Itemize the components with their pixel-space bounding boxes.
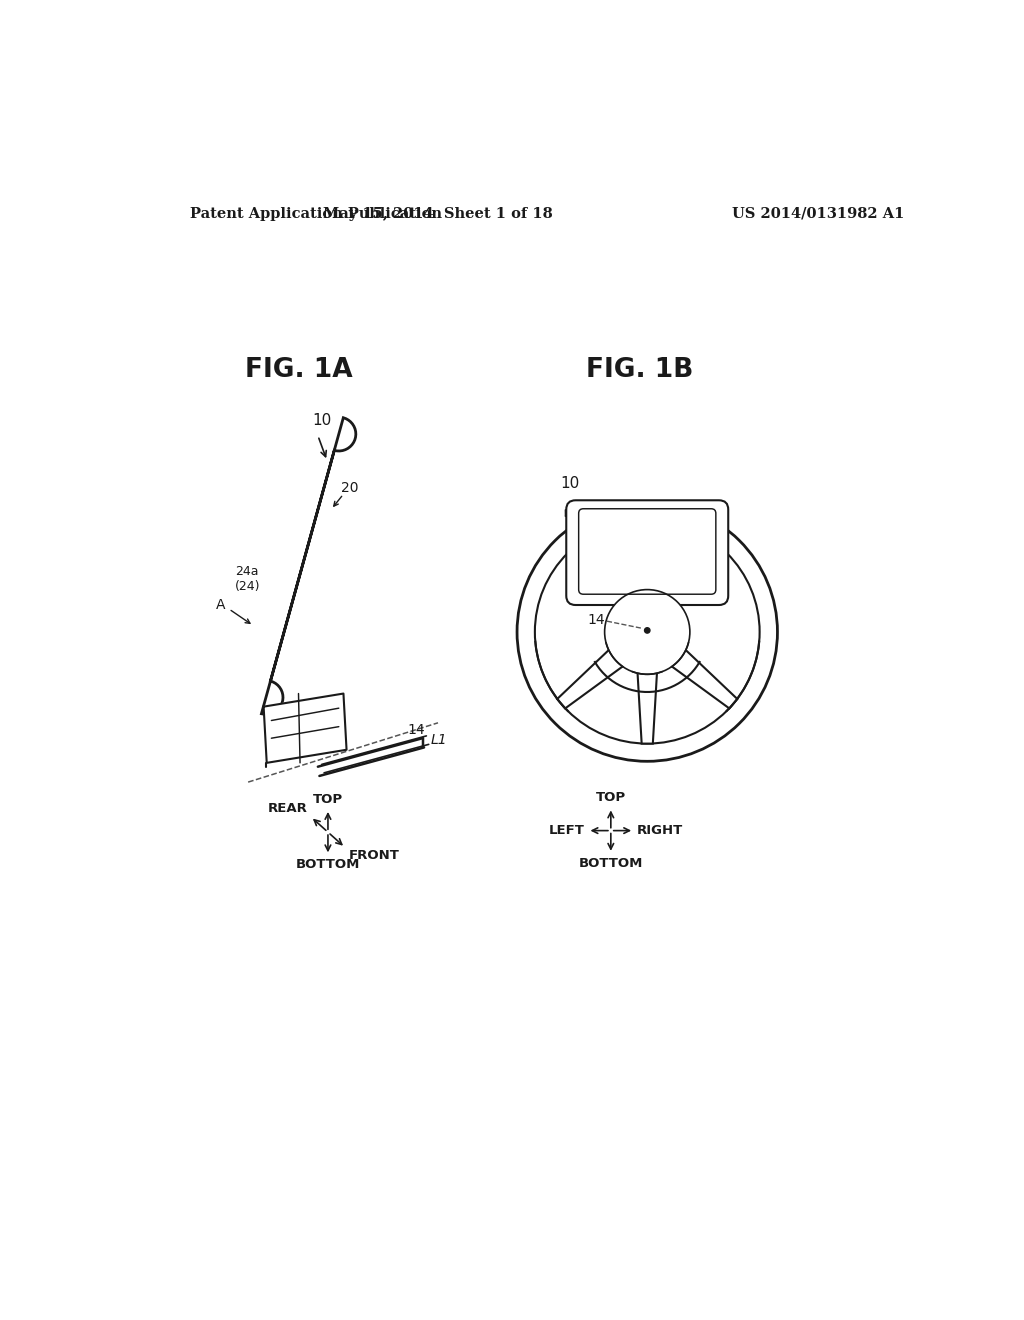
Text: US 2014/0131982 A1: US 2014/0131982 A1 [732,207,905,220]
Polygon shape [638,672,657,743]
Text: TOP: TOP [596,792,626,804]
Text: 24a: 24a [586,535,608,548]
Text: RIGHT: RIGHT [637,824,683,837]
Text: 24a: 24a [234,565,258,578]
Ellipse shape [604,590,690,675]
Text: 14: 14 [587,614,604,627]
Text: 10: 10 [312,413,332,428]
Polygon shape [671,649,737,709]
Polygon shape [263,693,346,763]
Text: FRONT: FRONT [348,849,399,862]
Text: 14: 14 [407,723,425,737]
Text: 20: 20 [341,480,358,495]
Polygon shape [557,649,624,709]
Ellipse shape [517,503,777,762]
Polygon shape [261,417,356,714]
Text: L1: L1 [430,733,446,747]
Text: FIG. 1A: FIG. 1A [245,358,352,383]
Ellipse shape [535,520,760,743]
FancyBboxPatch shape [566,500,728,605]
Text: 20: 20 [682,541,699,556]
Text: (24): (24) [234,579,260,593]
Text: (24): (24) [586,550,610,564]
Text: LEFT: LEFT [549,824,585,837]
Text: TOP: TOP [313,793,343,807]
Text: 10: 10 [560,477,580,491]
Text: A: A [216,598,225,612]
Text: May 15, 2014  Sheet 1 of 18: May 15, 2014 Sheet 1 of 18 [324,207,553,220]
Text: FIG. 1B: FIG. 1B [586,358,693,383]
Text: BOTTOM: BOTTOM [296,858,360,871]
Text: BOTTOM: BOTTOM [579,857,643,870]
Text: REAR: REAR [267,803,307,816]
Ellipse shape [644,628,650,634]
Text: Patent Application Publication: Patent Application Publication [190,207,442,220]
Text: L1: L1 [653,643,670,656]
